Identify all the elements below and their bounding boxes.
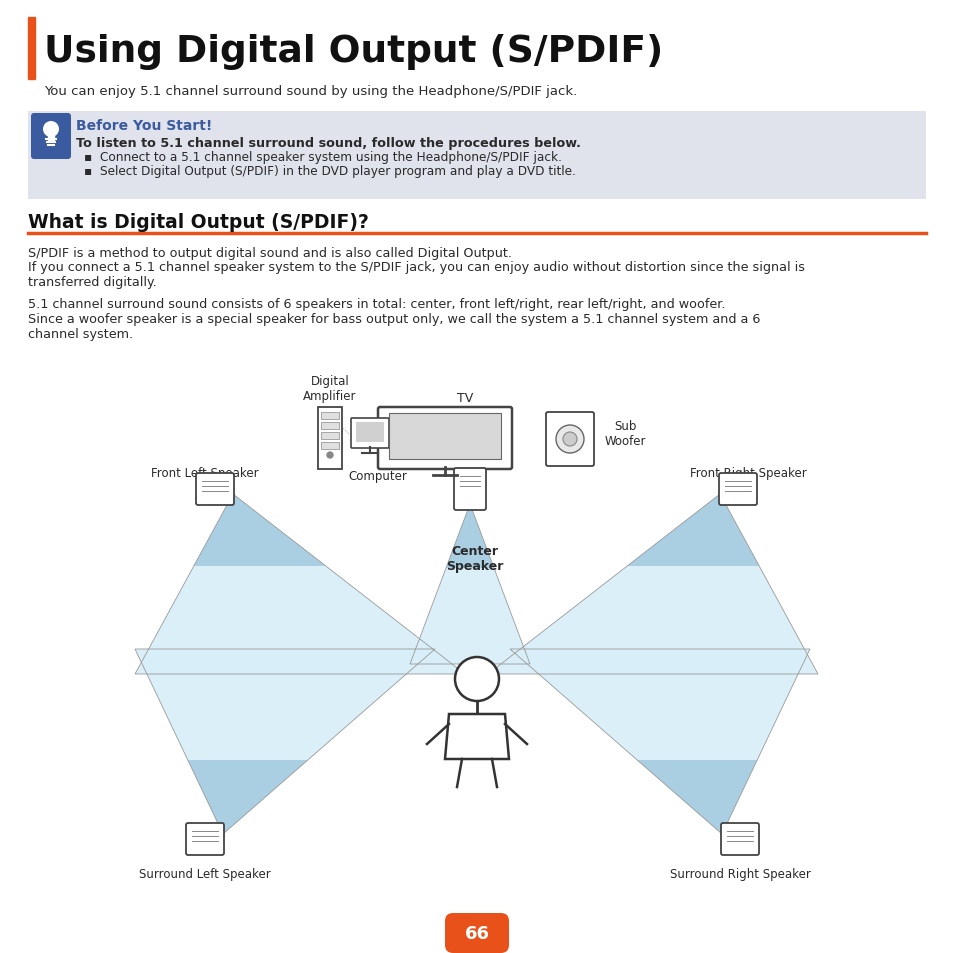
Bar [320,422,338,430]
Bar [355,422,384,442]
Text: Sub
Woofer: Sub Woofer [603,419,645,448]
Text: channel system.: channel system. [28,328,133,341]
Text: What is Digital Output (S/PDIF)?: What is Digital Output (S/PDIF)? [28,213,369,232]
Bar [389,414,500,459]
Polygon shape [444,714,509,760]
Circle shape [455,658,498,701]
Text: Using Digital Output (S/PDIF): Using Digital Output (S/PDIF) [44,34,662,70]
Circle shape [327,453,333,458]
Polygon shape [410,504,530,664]
Text: ▪  Select Digital Output (S/PDIF) in the DVD player program and play a DVD title: ▪ Select Digital Output (S/PDIF) in the … [84,165,576,178]
Bar [320,433,338,439]
FancyBboxPatch shape [719,474,757,505]
Text: If you connect a 5.1 channel speaker system to the S/PDIF jack, you can enjoy au: If you connect a 5.1 channel speaker sys… [28,261,804,274]
FancyBboxPatch shape [454,469,485,511]
Polygon shape [135,495,464,675]
Text: You can enjoy 5.1 channel surround sound by using the Headphone/S/PDIF jack.: You can enjoy 5.1 channel surround sound… [44,86,577,98]
Polygon shape [188,760,308,834]
Text: Center
Speaker: Center Speaker [446,544,503,573]
Bar [48,136,54,141]
Bar [320,413,338,419]
FancyBboxPatch shape [28,112,925,200]
Text: Surround Right Speaker: Surround Right Speaker [669,867,810,880]
Polygon shape [637,760,757,834]
FancyBboxPatch shape [195,474,233,505]
Circle shape [556,426,583,454]
Circle shape [562,433,577,447]
Text: 5.1 channel surround sound consists of 6 speakers in total: center, front left/r: 5.1 channel surround sound consists of 6… [28,298,724,312]
Text: transferred digitally.: transferred digitally. [28,276,156,289]
Text: Computer: Computer [348,470,407,482]
Text: Since a woofer speaker is a special speaker for bass output only, we call the sy: Since a woofer speaker is a special spea… [28,314,760,326]
FancyBboxPatch shape [545,413,594,467]
Text: Front Right Speaker: Front Right Speaker [689,467,805,479]
Polygon shape [626,495,759,566]
FancyBboxPatch shape [377,408,512,470]
Circle shape [43,122,59,138]
Text: To listen to 5.1 channel surround sound, follow the procedures below.: To listen to 5.1 channel surround sound,… [76,136,580,150]
Bar [317,408,341,470]
Polygon shape [135,649,435,834]
FancyBboxPatch shape [351,418,389,449]
Polygon shape [193,495,326,566]
Text: TV: TV [456,392,473,405]
Text: S/PDIF is a method to output digital sound and is also called Digital Output.: S/PDIF is a method to output digital sou… [28,246,512,259]
Polygon shape [488,495,817,675]
FancyBboxPatch shape [720,823,759,855]
FancyBboxPatch shape [186,823,224,855]
Text: 66: 66 [464,924,489,942]
Text: Before You Start!: Before You Start! [76,119,213,132]
Polygon shape [446,504,494,568]
Polygon shape [510,649,809,834]
FancyBboxPatch shape [444,913,509,953]
Text: Surround Left Speaker: Surround Left Speaker [139,867,271,880]
Text: Front Left Speaker: Front Left Speaker [151,467,258,479]
Bar [28,18,35,80]
Bar [320,442,338,450]
Text: ▪  Connect to a 5.1 channel speaker system using the Headphone/S/PDIF jack.: ▪ Connect to a 5.1 channel speaker syste… [84,152,561,164]
FancyBboxPatch shape [30,113,71,160]
Text: Digital
Amplifier: Digital Amplifier [303,375,356,402]
